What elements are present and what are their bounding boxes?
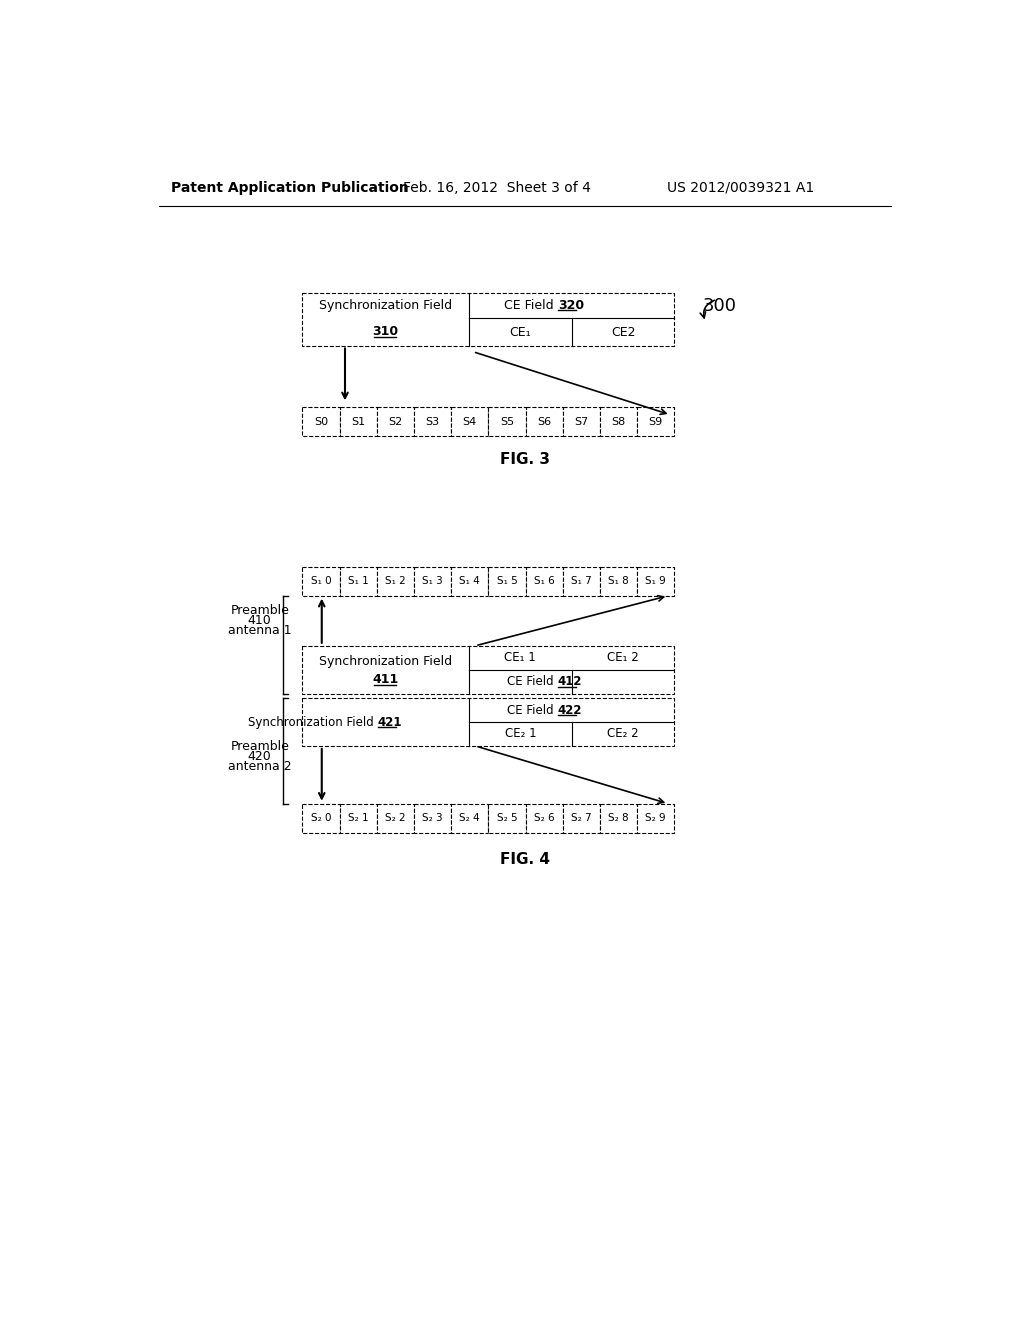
Text: S₂ 7: S₂ 7	[571, 813, 592, 824]
Bar	[340, 566, 377, 595]
Text: FIG. 3: FIG. 3	[500, 451, 550, 467]
Text: S₁ 5: S₁ 5	[497, 576, 517, 586]
Text: S₂ 2: S₂ 2	[385, 813, 406, 824]
Bar	[488, 804, 525, 833]
Bar	[302, 566, 340, 595]
Text: CE₁ 2: CE₁ 2	[607, 651, 639, 664]
Bar	[525, 407, 563, 437]
Text: Feb. 16, 2012  Sheet 3 of 4: Feb. 16, 2012 Sheet 3 of 4	[403, 181, 591, 194]
Bar	[452, 407, 488, 437]
Bar	[563, 804, 600, 833]
Bar	[414, 407, 452, 437]
Text: S4: S4	[463, 417, 477, 426]
Bar	[340, 804, 377, 833]
Text: S₂ 6: S₂ 6	[534, 813, 554, 824]
Text: CE₁ 1: CE₁ 1	[505, 651, 537, 664]
Bar	[340, 407, 377, 437]
Text: 422: 422	[558, 704, 583, 717]
Bar	[414, 804, 452, 833]
Bar	[302, 645, 675, 693]
Text: CE₂ 1: CE₂ 1	[505, 727, 537, 741]
Text: S₂ 1: S₂ 1	[348, 813, 369, 824]
Text: Synchronization Field: Synchronization Field	[248, 715, 378, 729]
Text: S₁ 8: S₁ 8	[608, 576, 629, 586]
Text: 421: 421	[378, 715, 402, 729]
Text: CE₁: CE₁	[510, 326, 531, 339]
Bar	[302, 407, 340, 437]
Text: S2: S2	[388, 417, 402, 426]
Text: Synchronization Field: Synchronization Field	[318, 298, 452, 312]
Text: Synchronization Field: Synchronization Field	[318, 655, 452, 668]
Text: S₂ 4: S₂ 4	[460, 813, 480, 824]
Text: S6: S6	[538, 417, 551, 426]
Text: S5: S5	[500, 417, 514, 426]
Text: S0: S0	[314, 417, 328, 426]
Text: Patent Application Publication: Patent Application Publication	[171, 181, 409, 194]
Bar	[377, 804, 414, 833]
Text: CE Field: CE Field	[507, 675, 558, 688]
Text: S3: S3	[426, 417, 439, 426]
Text: S8: S8	[611, 417, 626, 426]
Text: 411: 411	[372, 673, 398, 685]
Text: S₁ 9: S₁ 9	[645, 576, 667, 586]
Text: S₂ 9: S₂ 9	[645, 813, 666, 824]
Bar	[302, 293, 675, 346]
Bar	[637, 566, 675, 595]
Text: antenna 2: antenna 2	[228, 760, 292, 774]
Bar	[525, 804, 563, 833]
Text: CE Field: CE Field	[504, 298, 558, 312]
Text: S₂ 3: S₂ 3	[422, 813, 443, 824]
Text: S₁ 1: S₁ 1	[348, 576, 369, 586]
Bar	[377, 407, 414, 437]
Text: 410: 410	[248, 614, 271, 627]
Text: S9: S9	[648, 417, 663, 426]
Text: FIG. 4: FIG. 4	[500, 853, 550, 867]
Bar	[452, 804, 488, 833]
Bar	[600, 804, 637, 833]
Text: CE₂ 2: CE₂ 2	[607, 727, 639, 741]
Bar	[488, 407, 525, 437]
Text: 320: 320	[558, 298, 584, 312]
Text: S₂ 5: S₂ 5	[497, 813, 517, 824]
Bar	[563, 407, 600, 437]
Text: 420: 420	[248, 751, 271, 763]
Bar	[377, 566, 414, 595]
Text: 310: 310	[373, 325, 398, 338]
Bar	[637, 804, 675, 833]
Bar	[488, 566, 525, 595]
Text: S₁ 3: S₁ 3	[422, 576, 443, 586]
Text: 412: 412	[558, 675, 583, 688]
Text: US 2012/0039321 A1: US 2012/0039321 A1	[667, 181, 814, 194]
Text: CE Field: CE Field	[507, 704, 558, 717]
Text: CE2: CE2	[610, 326, 635, 339]
Text: Preamble: Preamble	[230, 605, 289, 618]
Text: S₂ 0: S₂ 0	[310, 813, 331, 824]
Text: S₁ 0: S₁ 0	[310, 576, 332, 586]
Bar	[414, 566, 452, 595]
Text: antenna 1: antenna 1	[228, 624, 292, 638]
Bar	[637, 407, 675, 437]
Bar	[600, 566, 637, 595]
Text: S₁ 7: S₁ 7	[571, 576, 592, 586]
Text: S₁ 4: S₁ 4	[460, 576, 480, 586]
Bar	[452, 566, 488, 595]
Bar	[600, 407, 637, 437]
Bar	[525, 566, 563, 595]
Text: S₁ 2: S₁ 2	[385, 576, 406, 586]
Text: S₂ 8: S₂ 8	[608, 813, 629, 824]
Text: S7: S7	[574, 417, 589, 426]
Bar	[302, 804, 340, 833]
Text: S1: S1	[351, 417, 366, 426]
Bar	[302, 698, 675, 746]
Text: 300: 300	[703, 297, 737, 315]
Text: Preamble: Preamble	[230, 741, 289, 754]
Bar	[563, 566, 600, 595]
Text: S₁ 6: S₁ 6	[534, 576, 555, 586]
